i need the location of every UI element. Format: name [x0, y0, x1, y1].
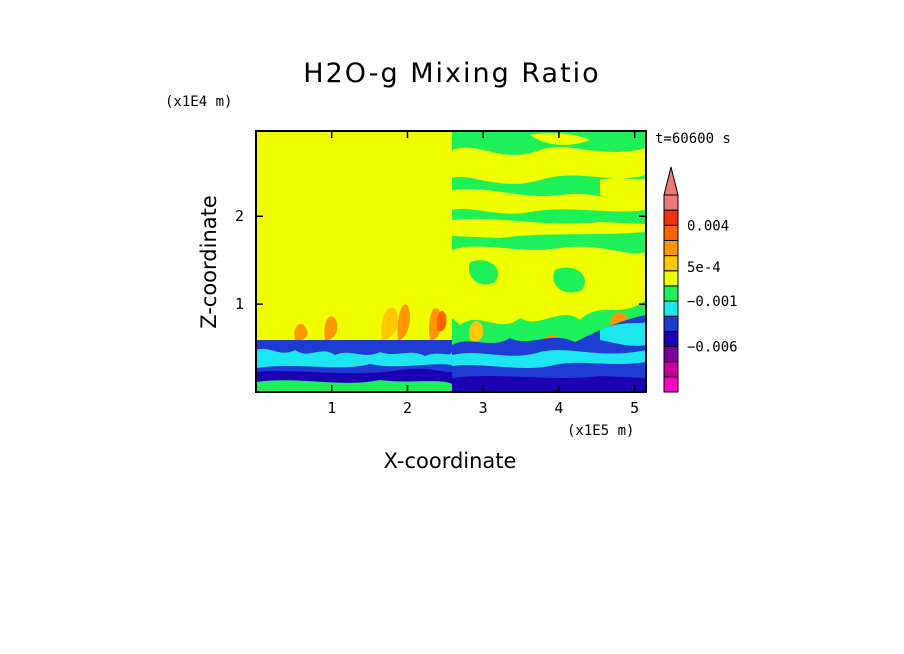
chart-title: H2O-g Mixing Ratio — [303, 58, 601, 89]
contour-field — [256, 131, 646, 392]
colorbar-labels: 0.004 5e-4 −0.001 −0.006 — [687, 218, 738, 355]
colorbar-band-12 — [663, 194, 679, 211]
colorbar-band-10 — [663, 224, 679, 241]
x-tick-label-0: 1 — [327, 399, 336, 417]
colorbar-band-3 — [663, 330, 679, 348]
x-tick-label-1: 2 — [403, 399, 412, 417]
colorbar-band-1 — [663, 361, 679, 378]
x-axis-label: X-coordinate — [383, 449, 517, 473]
colorbar-extend-triangle — [663, 166, 679, 196]
colorbar-band-0 — [663, 376, 679, 393]
y-axis-ticks: 12 — [235, 207, 646, 313]
colorbar-label-3: −0.006 — [687, 340, 738, 356]
x-axis-ticks: 1 2 3 4 5 — [327, 131, 639, 417]
colorbar-band-5 — [663, 300, 679, 317]
timestamp-label: t=60600 s — [655, 131, 731, 147]
y-axis-unit: (x1E4 m) — [165, 94, 233, 110]
colorbar-band-4 — [663, 315, 679, 332]
colorbar-band-9 — [663, 239, 679, 257]
y-tick-label-1: 2 — [235, 207, 244, 225]
colorbar-band-7 — [663, 270, 679, 287]
x-tick-label-2: 3 — [479, 399, 488, 417]
colorbar — [663, 166, 679, 393]
colorbar-band-11 — [663, 209, 679, 226]
colorbar-label-1: 5e-4 — [687, 260, 721, 276]
colorbar-label-2: −0.001 — [687, 294, 738, 310]
x-tick-label-3: 4 — [554, 399, 563, 417]
x-axis-unit: (x1E5 m) — [567, 423, 635, 439]
x-tick-label-4: 5 — [630, 399, 639, 417]
colorbar-band-2 — [663, 346, 679, 363]
colorbar-label-0: 0.004 — [687, 218, 729, 234]
colorbar-band-6 — [663, 285, 679, 302]
colorbar-band-8 — [663, 255, 679, 272]
y-tick-label-0: 1 — [235, 295, 244, 313]
plot-frame — [255, 130, 647, 393]
